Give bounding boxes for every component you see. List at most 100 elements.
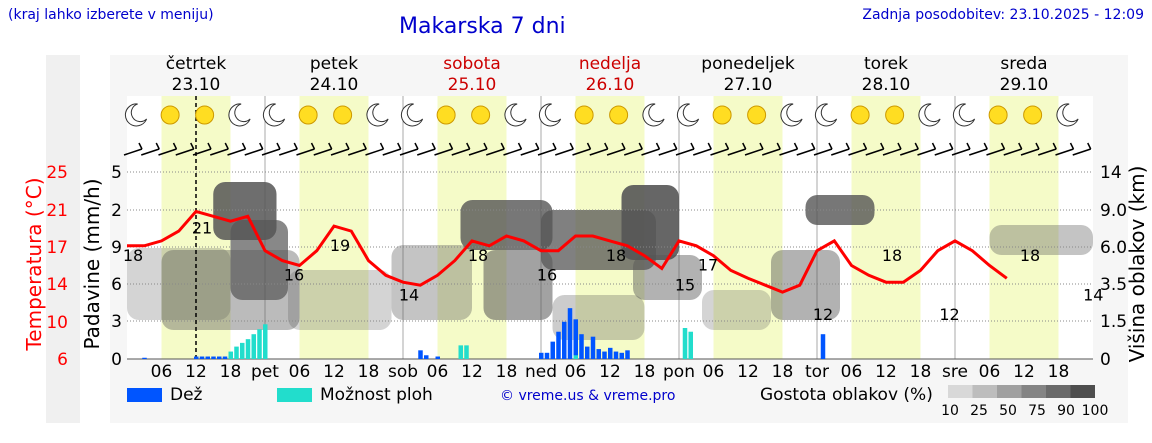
wind-barb-flag <box>466 142 471 150</box>
temperature-tick: 21 <box>46 201 68 221</box>
rain-bar <box>205 356 210 359</box>
wind-barb-flag <box>1069 142 1075 150</box>
temperature-label: 18 <box>606 246 626 265</box>
wind-barb <box>589 148 608 156</box>
x-tick-label: 18 <box>496 362 518 382</box>
wind-barb <box>848 148 867 156</box>
rain-bar <box>539 352 544 359</box>
wind-barb <box>1020 148 1040 156</box>
temperature-line <box>127 209 1008 294</box>
wind-barb <box>417 148 436 156</box>
rain-bar <box>567 308 573 359</box>
cloud-height-axis-label: Višina oblakov (km) <box>1125 165 1149 363</box>
temperature-label: 14 <box>1083 285 1103 304</box>
wind-barb <box>244 148 263 156</box>
wind-barb <box>951 148 971 156</box>
wind-barb-flag <box>362 142 367 150</box>
day-date: 29.10 <box>1000 75 1049 95</box>
wind-barb-flag <box>621 142 626 150</box>
wind-barb <box>934 148 953 156</box>
shower-bar <box>228 351 233 359</box>
sun-icon <box>471 105 491 125</box>
sun-icon <box>436 105 456 125</box>
shower-bar <box>245 339 251 359</box>
x-tick-label: 12 <box>737 362 759 382</box>
wind-barb <box>572 148 591 156</box>
wind-barb <box>606 148 626 156</box>
wind-barb-flag <box>845 142 850 150</box>
moon-icon <box>228 103 251 127</box>
rain-bar <box>217 356 222 359</box>
precipitation-axis-label: Padavine (mm/h) <box>80 178 104 350</box>
wind-barb-flag <box>224 142 229 150</box>
temperature-tick: 17 <box>46 238 68 258</box>
wind-barb-flag <box>293 142 298 150</box>
wind-barb <box>1038 148 1057 156</box>
x-tick-label: 18 <box>634 362 656 382</box>
wind-barb <box>658 148 677 156</box>
rain-bar <box>590 336 596 359</box>
temperature-label: 12 <box>939 305 959 324</box>
x-tick-label: 12 <box>599 362 621 382</box>
sun-icon <box>609 105 629 125</box>
day-date: 24.10 <box>310 75 359 95</box>
precipitation-tick: 5 <box>111 163 122 183</box>
rain-bar <box>194 356 199 359</box>
daylight-band <box>851 96 921 359</box>
wind-barb <box>537 148 557 156</box>
cloud-height-tick: 6.0 <box>1100 238 1127 258</box>
wind-barb-flag <box>759 142 764 150</box>
wind-barb-flag <box>811 142 816 150</box>
wind-barb-flag <box>862 142 868 150</box>
wind-barb-flag <box>397 142 402 150</box>
shower-bar <box>464 345 469 359</box>
cloud-density-area <box>483 250 553 320</box>
x-tick-label: sre <box>942 362 968 382</box>
wind-barb <box>675 148 695 156</box>
rain-bar <box>418 350 423 359</box>
x-tick-label: 12 <box>323 362 345 382</box>
wind-barb <box>641 148 660 156</box>
moon-icon <box>124 103 148 127</box>
wind-barb <box>279 148 298 156</box>
rain-bar <box>424 355 429 359</box>
x-tick-label: sob <box>388 362 418 382</box>
wind-barb-flag <box>379 142 385 150</box>
cloud-density-area <box>621 185 679 260</box>
wind-barb <box>330 148 350 156</box>
wind-barb <box>313 148 332 156</box>
wind-barb-flag <box>690 142 695 150</box>
cloud-density-area <box>989 225 1093 255</box>
copyright-link[interactable]: © vreme.us & vreme.pro <box>500 388 676 404</box>
shower-bar <box>573 355 578 359</box>
rain-bar <box>142 357 147 359</box>
sun-icon <box>160 105 180 125</box>
sun-icon <box>298 105 318 125</box>
moon-icon <box>1056 103 1079 127</box>
precipitation-tick: 0 <box>111 350 122 370</box>
rain-bar <box>544 352 550 359</box>
rain-bar <box>602 351 607 359</box>
wind-barb-flag <box>241 142 247 150</box>
x-tick-label: 12 <box>875 362 897 382</box>
left-axis-panel <box>46 55 80 423</box>
cloud-density-level: 75 <box>1028 403 1046 419</box>
wind-barb-flag <box>949 142 954 150</box>
location-hint: (kraj lahko izberete v meniju) <box>8 7 214 23</box>
wind-barb <box>727 148 746 156</box>
wind-barb-flag <box>155 142 160 150</box>
daylight-band <box>713 96 783 359</box>
moon-icon <box>952 103 976 127</box>
precipitation-tick: 9 <box>111 238 122 258</box>
wind-barb <box>744 148 764 156</box>
wind-barb <box>865 148 884 156</box>
wind-barb <box>1055 148 1074 156</box>
temperature-label: 18 <box>882 246 902 265</box>
wind-barb-flag <box>914 142 919 150</box>
rain-bar <box>211 356 216 359</box>
cloud-density-area <box>460 200 553 250</box>
rain-bar <box>608 347 613 359</box>
temperature-axis-label: Temperatura (°C) <box>22 177 46 351</box>
temperature-label: 18 <box>123 246 143 265</box>
